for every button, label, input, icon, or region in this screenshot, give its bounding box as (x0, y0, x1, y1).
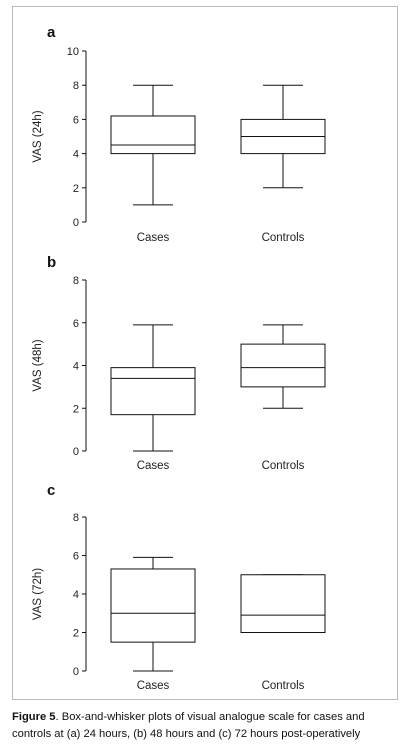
panel-b-y-tick-label: 8 (73, 275, 79, 287)
panel-a-y-tick-label: 4 (73, 149, 79, 161)
panel-b-letter: b (47, 254, 56, 271)
panel-b-y-tick-label: 6 (73, 318, 79, 330)
panel-b-box-cases-iqr (110, 367, 196, 416)
panel-a-y-tick-label: 0 (73, 217, 79, 229)
caption-text: . Box-and-whisker plots of visual analog… (12, 711, 365, 740)
panel-a-y-tick-label: 10 (67, 46, 79, 58)
panel-c-y-tick-label: 8 (73, 512, 79, 524)
panel-c-y-tick-label: 6 (73, 551, 79, 563)
panel-b-y-axis-label: VAS (48h) (32, 339, 44, 391)
panel-c-category-label-controls: Controls (262, 680, 305, 692)
panel-b-category-label-cases: Cases (137, 460, 170, 472)
figure-caption: Figure 5. Box-and-whisker plots of visua… (12, 709, 398, 743)
panel-b-box-controls-iqr (240, 343, 326, 388)
panel-c-category-label-cases: Cases (137, 680, 170, 692)
panel-c-y-axis-label: VAS (72h) (32, 568, 44, 620)
panel-c-box-cases-iqr (110, 568, 196, 643)
panel-c-y-tick-label: 4 (73, 589, 79, 601)
panel-b-category-label-controls: Controls (262, 460, 305, 472)
box-plot-figure: a 0 2 4 6 8 10 VAS (24h) Cases Controls b 0 2 4 6 8 VAS … (32, 24, 326, 692)
panel-a-category-label-controls: Controls (262, 232, 305, 244)
panel-c-box-controls-iqr (240, 574, 326, 633)
panel-b-y-tick-label: 4 (73, 361, 79, 373)
panel-a-letter: a (47, 24, 56, 41)
panel-a-box-cases-iqr (110, 115, 196, 155)
caption-label: Figure 5 (12, 711, 56, 723)
panel-c-y-tick-label: 2 (73, 628, 79, 640)
panel-c-y-tick-label: 0 (73, 666, 79, 678)
panel-b-y-tick-label: 2 (73, 403, 79, 415)
panel-a-category-label-cases: Cases (137, 232, 170, 244)
panel-a-y-tick-label: 6 (73, 114, 79, 126)
panel-a-y-tick-label: 2 (73, 183, 79, 195)
panel-a-y-axis-label: VAS (24h) (32, 110, 44, 162)
panel-b-y-tick-label: 0 (73, 446, 79, 458)
panel-c-letter: c (47, 482, 55, 499)
panel-a-y-tick-label: 8 (73, 80, 79, 92)
figure-frame (12, 6, 398, 700)
